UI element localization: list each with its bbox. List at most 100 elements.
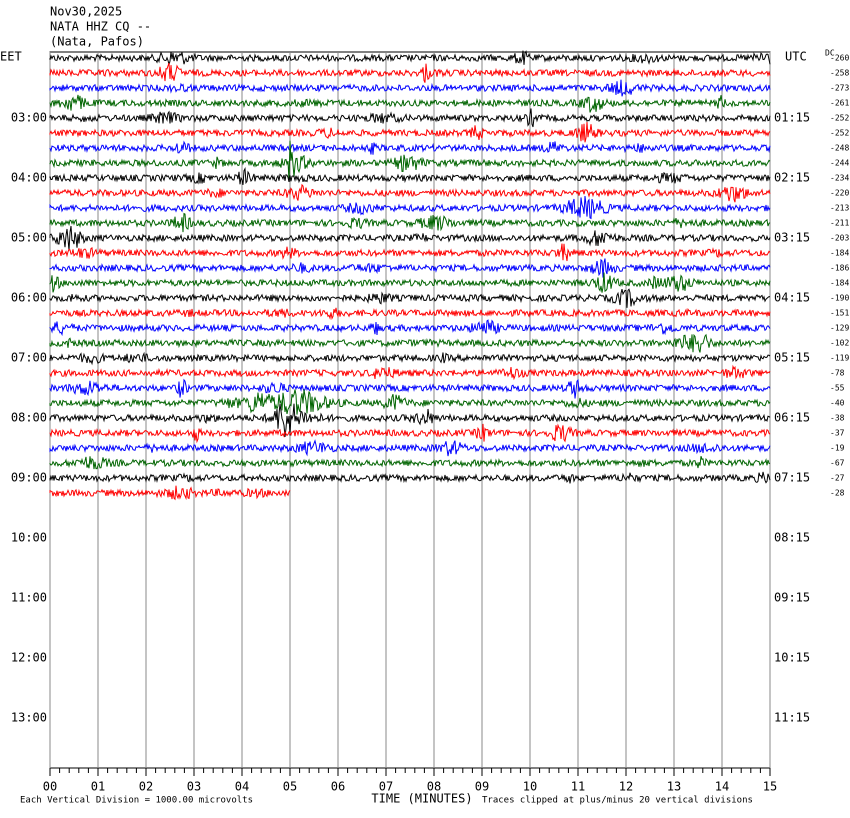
- dc-offset-label: -27: [830, 474, 845, 483]
- trace: [49, 212, 771, 233]
- title-location: (Nata, Pafos): [50, 35, 144, 49]
- dc-offset-label: -184: [830, 279, 849, 288]
- right-time-label: 04:15: [774, 291, 810, 305]
- dc-offset-label: -252: [830, 114, 849, 123]
- x-tick-label: 03: [187, 780, 201, 794]
- x-tick-label: 05: [283, 780, 297, 794]
- left-time-label: 06:00: [11, 291, 47, 305]
- dc-offset-label: -102: [830, 339, 849, 348]
- left-time-label: 11:00: [11, 591, 47, 605]
- dc-offset-label: -211: [830, 219, 849, 228]
- trace: [49, 471, 771, 484]
- right-time-label: 01:15: [774, 111, 810, 125]
- trace: [49, 121, 771, 143]
- trace: [49, 258, 771, 278]
- trace: [49, 364, 771, 381]
- left-time-label: 09:00: [11, 471, 47, 485]
- dc-offset-label: -248: [830, 144, 849, 153]
- left-time-label: 10:00: [11, 531, 47, 545]
- x-tick-label: 01: [91, 780, 105, 794]
- x-tick-label: 12: [619, 780, 633, 794]
- trace: [49, 403, 771, 437]
- dc-offset-label: -184: [830, 249, 849, 258]
- x-tick-label: 00: [43, 780, 57, 794]
- dc-offset-label: -273: [830, 84, 849, 93]
- left-time-label: 04:00: [11, 171, 47, 185]
- dc-offset-label: -203: [830, 234, 849, 243]
- right-time-label: 08:15: [774, 531, 810, 545]
- left-time-label: 05:00: [11, 231, 47, 245]
- x-tick-label: 07: [379, 780, 393, 794]
- dc-offset-label: -258: [830, 69, 849, 78]
- dc-offset-label: -151: [830, 309, 849, 318]
- dc-offset-label: -244: [830, 159, 849, 168]
- trace: [49, 94, 771, 113]
- left-time-label: 13:00: [11, 711, 47, 725]
- trace: [49, 333, 771, 353]
- trace: [49, 485, 291, 501]
- x-axis-title: TIME (MINUTES): [371, 792, 472, 806]
- right-time-label: 09:15: [774, 591, 810, 605]
- title-station: NATA HHZ CQ --: [50, 20, 151, 34]
- trace: [49, 378, 771, 399]
- dc-offset-label: -55: [830, 384, 845, 393]
- x-tick-label: 08: [427, 780, 441, 794]
- trace: [49, 183, 771, 203]
- trace: [49, 319, 771, 337]
- trace: [49, 167, 771, 185]
- x-tick-label: 02: [139, 780, 153, 794]
- right-time-label: 11:15: [774, 711, 810, 725]
- trace: [49, 108, 771, 128]
- scale-note: Each Vertical Division = 1000.00 microvo…: [20, 796, 253, 806]
- left-time-label: 12:00: [11, 651, 47, 665]
- dc-offset-label: -28: [830, 489, 845, 498]
- x-tick-label: 09: [475, 780, 489, 794]
- right-time-label: 02:15: [774, 171, 810, 185]
- dc-offset-label: -220: [830, 189, 849, 198]
- trace: [49, 195, 771, 220]
- dc-offset-label: -190: [830, 294, 849, 303]
- trace: [49, 225, 771, 251]
- trace: [49, 288, 771, 308]
- left-time-label: 08:00: [11, 411, 47, 425]
- dc-offset-label: -19: [830, 444, 845, 453]
- dc-offset-label: -252: [830, 129, 849, 138]
- right-time-label: 03:15: [774, 231, 810, 245]
- dc-offset-label: -119: [830, 354, 849, 363]
- dc-offset-label: -261: [830, 99, 849, 108]
- right-timezone: UTC: [785, 50, 807, 64]
- trace: [49, 456, 771, 470]
- trace: [49, 62, 771, 83]
- trace: [49, 140, 771, 155]
- left-time-label: 07:00: [11, 351, 47, 365]
- dc-offset-label: -78: [830, 369, 845, 378]
- trace: [49, 439, 771, 457]
- right-time-label: 10:15: [774, 651, 810, 665]
- dc-offset-label: -37: [830, 429, 845, 438]
- x-tick-label: 04: [235, 780, 249, 794]
- dc-offset-label: -186: [830, 264, 849, 273]
- x-tick-label: 10: [523, 780, 537, 794]
- trace: [49, 389, 771, 415]
- trace: [49, 423, 771, 444]
- left-time-label: 03:00: [11, 111, 47, 125]
- dc-offset-label: -234: [830, 174, 849, 183]
- trace: [49, 79, 771, 97]
- trace: [49, 140, 771, 182]
- title-date: Nov30,2025: [50, 5, 122, 19]
- right-time-label: 07:15: [774, 471, 810, 485]
- x-tick-label: 11: [571, 780, 585, 794]
- dc-offset-label: -213: [830, 204, 849, 213]
- dc-label: DC: [825, 49, 835, 58]
- trace: [49, 272, 771, 293]
- right-time-label: 06:15: [774, 411, 810, 425]
- trace: [49, 351, 771, 366]
- left-timezone: EET: [0, 50, 22, 64]
- trace: [49, 243, 771, 262]
- dc-offset-label: -67: [830, 459, 845, 468]
- dc-offset-label: -260: [830, 54, 849, 63]
- x-tick-label: 06: [331, 780, 345, 794]
- x-tick-label: 15: [763, 780, 777, 794]
- dc-offset-label: -38: [830, 414, 845, 423]
